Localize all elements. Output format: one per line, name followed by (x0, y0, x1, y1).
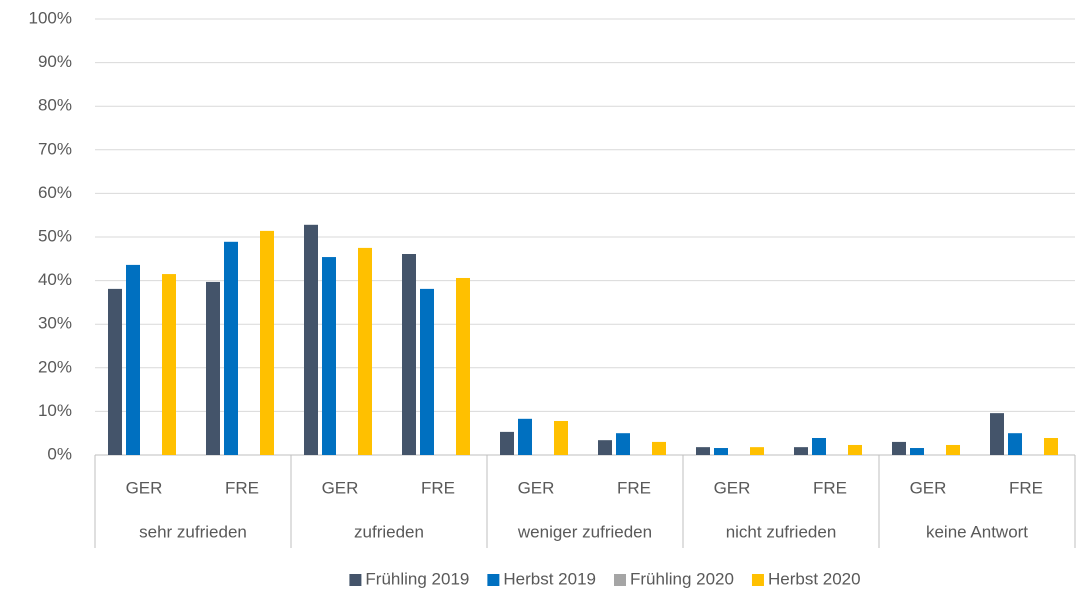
x-tick-label: FRE (225, 478, 259, 497)
bar (554, 420, 568, 455)
y-tick-label: 70% (38, 139, 72, 158)
x-tick-label: GER (910, 478, 947, 497)
y-tick-label: 50% (38, 226, 72, 245)
bar (500, 431, 514, 455)
x-tick-label: GER (714, 478, 751, 497)
y-tick-label: 30% (38, 314, 72, 333)
y-tick-label: 60% (38, 183, 72, 202)
group-label: zufrieden (354, 522, 424, 541)
bar (750, 447, 764, 455)
group-label: weniger zufrieden (517, 522, 652, 541)
bar (946, 444, 960, 455)
bar (794, 447, 808, 455)
legend-swatch (614, 574, 626, 586)
bar (910, 448, 924, 455)
y-tick-label: 40% (38, 270, 72, 289)
x-tick-label: GER (518, 478, 555, 497)
y-tick-label: 80% (38, 96, 72, 115)
bar (358, 247, 372, 455)
bar (1008, 433, 1022, 455)
y-tick-label: 10% (38, 401, 72, 420)
y-tick-label: 100% (29, 8, 72, 27)
legend-label: Herbst 2019 (503, 569, 596, 588)
bar (402, 254, 416, 455)
legend-swatch (487, 574, 500, 586)
y-tick-label: 20% (38, 357, 72, 376)
bar (848, 444, 862, 455)
legend-label: Frühling 2020 (630, 569, 734, 588)
bar (162, 274, 176, 455)
x-tick-label: FRE (1009, 478, 1043, 497)
bar (260, 230, 274, 455)
bar (304, 224, 318, 455)
bar (206, 281, 220, 455)
bar (598, 440, 612, 455)
bar (714, 448, 728, 455)
y-tick-label: 0% (47, 444, 72, 463)
bar (652, 441, 666, 455)
y-tick-label: 90% (38, 52, 72, 71)
bar (322, 257, 336, 455)
group-label: keine Antwort (926, 522, 1028, 541)
x-tick-label: GER (322, 478, 359, 497)
bar (420, 288, 434, 455)
x-tick-label: FRE (813, 478, 847, 497)
bar (990, 413, 1004, 455)
bar (224, 241, 238, 455)
x-tick-label: FRE (617, 478, 651, 497)
bar (812, 437, 826, 455)
x-tick-label: GER (126, 478, 163, 497)
bar (1044, 437, 1058, 455)
bar (518, 418, 532, 455)
bar (892, 441, 906, 455)
x-tick-label: FRE (421, 478, 455, 497)
legend-swatch (349, 574, 362, 586)
legend-label: Frühling 2019 (365, 569, 469, 588)
bar (108, 288, 122, 455)
group-label: nicht zufrieden (726, 522, 837, 541)
bar (616, 433, 630, 455)
bar (456, 277, 470, 455)
legend-swatch (751, 574, 764, 586)
group-label: sehr zufrieden (139, 522, 247, 541)
legend-label: Herbst 2020 (768, 569, 861, 588)
bar (696, 447, 710, 455)
bar (126, 264, 140, 455)
